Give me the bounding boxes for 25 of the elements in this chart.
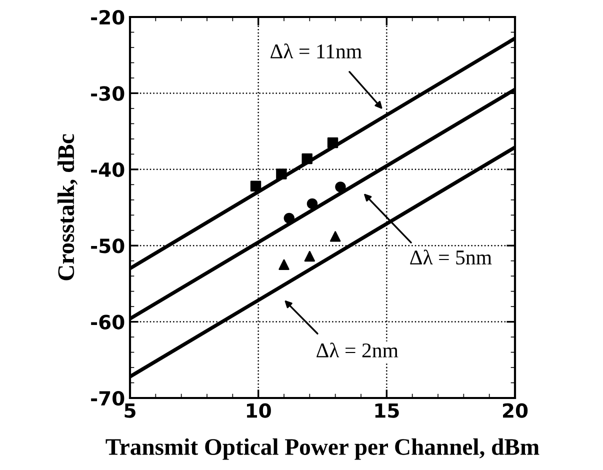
- point: [276, 168, 287, 180]
- point: [304, 250, 316, 262]
- point: [330, 231, 341, 242]
- annotation: Δλ = 5nm: [410, 250, 492, 265]
- point: [284, 212, 294, 224]
- x-tick-label: 10: [247, 403, 271, 418]
- annotation: Δλ = 11nm: [270, 44, 362, 58]
- y-axis-title: Crosstalk, dBc: [57, 134, 78, 280]
- point: [278, 259, 290, 270]
- point: [250, 180, 262, 192]
- point: [302, 153, 312, 164]
- y-tick-label: -60: [91, 314, 124, 330]
- point: [335, 182, 346, 192]
- y-tick-label: -70: [91, 390, 124, 406]
- x-tick-label: 15: [375, 403, 399, 418]
- y-tick-label: -40: [91, 162, 124, 178]
- x-tick-label: 5: [124, 403, 136, 418]
- annotation: Δλ = 2nm: [316, 342, 398, 358]
- y-tick-label: -20: [91, 10, 124, 25]
- point: [327, 137, 338, 148]
- y-tick-label: -30: [91, 86, 124, 101]
- point: [306, 198, 318, 210]
- y-tick-label: -50: [91, 238, 124, 254]
- x-tick-label: 20: [503, 403, 528, 418]
- x-axis-title: Transmit Optical Power per Channel, dBm: [106, 438, 540, 460]
